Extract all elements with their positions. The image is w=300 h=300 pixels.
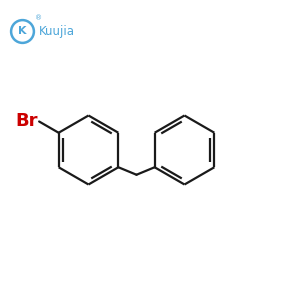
Text: Br: Br	[16, 112, 38, 130]
Text: ®: ®	[35, 16, 43, 22]
Text: Kuujia: Kuujia	[39, 25, 75, 38]
Text: K: K	[18, 26, 27, 37]
